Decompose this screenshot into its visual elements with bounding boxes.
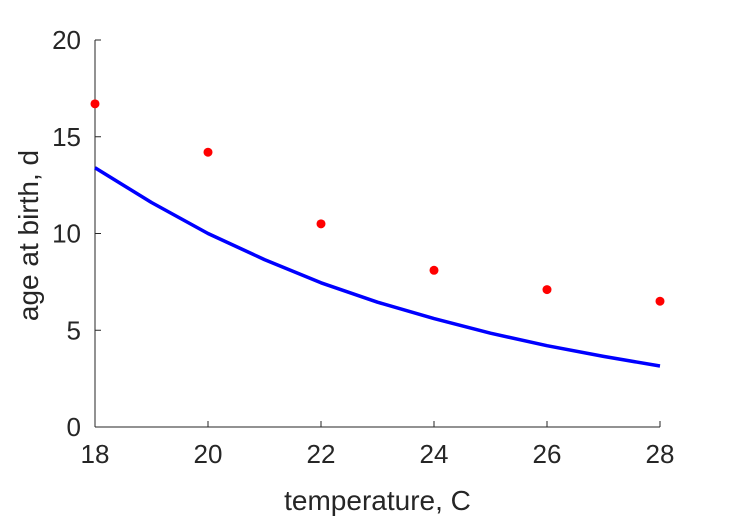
- x-tick-label: 28: [646, 439, 675, 469]
- y-tick-label: 5: [67, 315, 81, 345]
- data-point: [316, 219, 326, 229]
- x-tick-label: 22: [307, 439, 336, 469]
- data-point: [429, 265, 439, 275]
- fit-curve-line: [94, 166, 661, 368]
- x-tick-label: 20: [194, 439, 223, 469]
- y-axis-label: age at birth, d: [13, 150, 44, 321]
- axes: [94, 40, 660, 428]
- y-tick-label: 20: [52, 25, 81, 55]
- data-point: [655, 296, 665, 306]
- y-tick-label: 10: [52, 219, 81, 249]
- y-ticks: 0 5 10 15 20: [52, 25, 101, 442]
- data-point: [542, 285, 552, 295]
- x-ticks: 18 20 22 24 26 28: [81, 421, 675, 469]
- plot-series: [90, 99, 665, 368]
- data-point: [90, 99, 100, 109]
- x-tick-label: 18: [81, 439, 110, 469]
- x-tick-label: 24: [420, 439, 449, 469]
- y-tick-label: 15: [52, 122, 81, 152]
- x-tick-label: 26: [533, 439, 562, 469]
- x-axis-label: temperature, C: [284, 485, 471, 516]
- y-tick-label: 0: [67, 412, 81, 442]
- data-point: [203, 147, 213, 157]
